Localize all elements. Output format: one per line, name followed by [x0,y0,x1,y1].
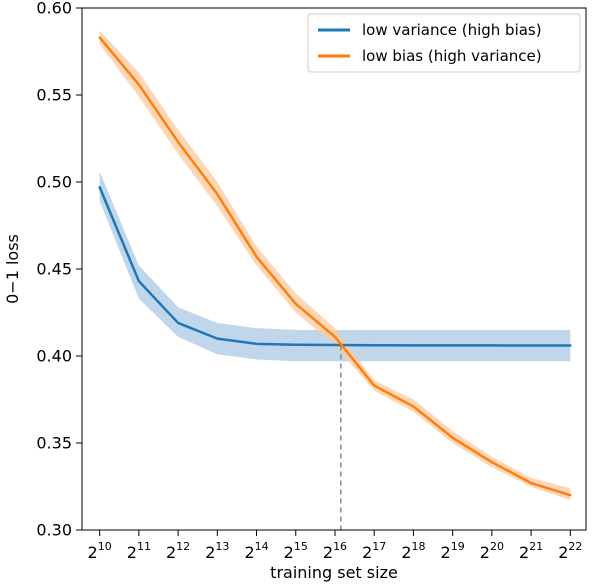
x-tick-label: 213 [205,540,229,562]
x-tick-label: 219 [441,540,465,562]
legend-label-low-bias: low bias (high variance) [362,47,542,65]
y-tick-label: 0.30 [36,521,72,540]
confidence-band-0 [99,171,571,362]
series-line-1 [98,36,572,497]
x-tick-label: 214 [244,540,268,562]
series-lines [98,36,572,497]
y-tick-label: 0.55 [36,86,72,105]
x-tick-label: 217 [362,540,386,562]
x-tick-label: 210 [88,540,112,562]
legend: low variance (high bias) low bias (high … [307,13,581,73]
x-tick-label: 216 [323,540,347,562]
x-tick-label: 215 [284,540,308,562]
legend-box [307,13,581,73]
x-tick-label: 221 [519,540,543,562]
y-tick-label: 0.35 [36,434,72,453]
y-tick-label: 0.45 [36,260,72,279]
y-tick-label: 0.60 [36,0,72,18]
confidence-bands [99,30,571,501]
x-tick-label: 211 [127,540,151,562]
y-axis: 0.30 0.35 0.40 0.45 0.50 0.55 0.60 [36,0,82,540]
y-tick-label: 0.50 [36,173,72,192]
x-tick-label: 222 [558,540,582,562]
x-axis: 210 211 212 213 214 215 216 217 218 219 220 221 222 [88,530,582,562]
plot-frame [81,7,587,531]
y-axis-label: 0−1 loss [3,234,22,304]
x-axis-label: training set size [270,563,398,582]
x-tick-label: 212 [166,540,190,562]
x-tick-label: 218 [401,540,425,562]
x-tick-label: 220 [480,540,504,562]
y-tick-label: 0.40 [36,347,72,366]
confidence-band-1 [99,30,571,501]
legend-label-low-variance: low variance (high bias) [362,21,542,39]
